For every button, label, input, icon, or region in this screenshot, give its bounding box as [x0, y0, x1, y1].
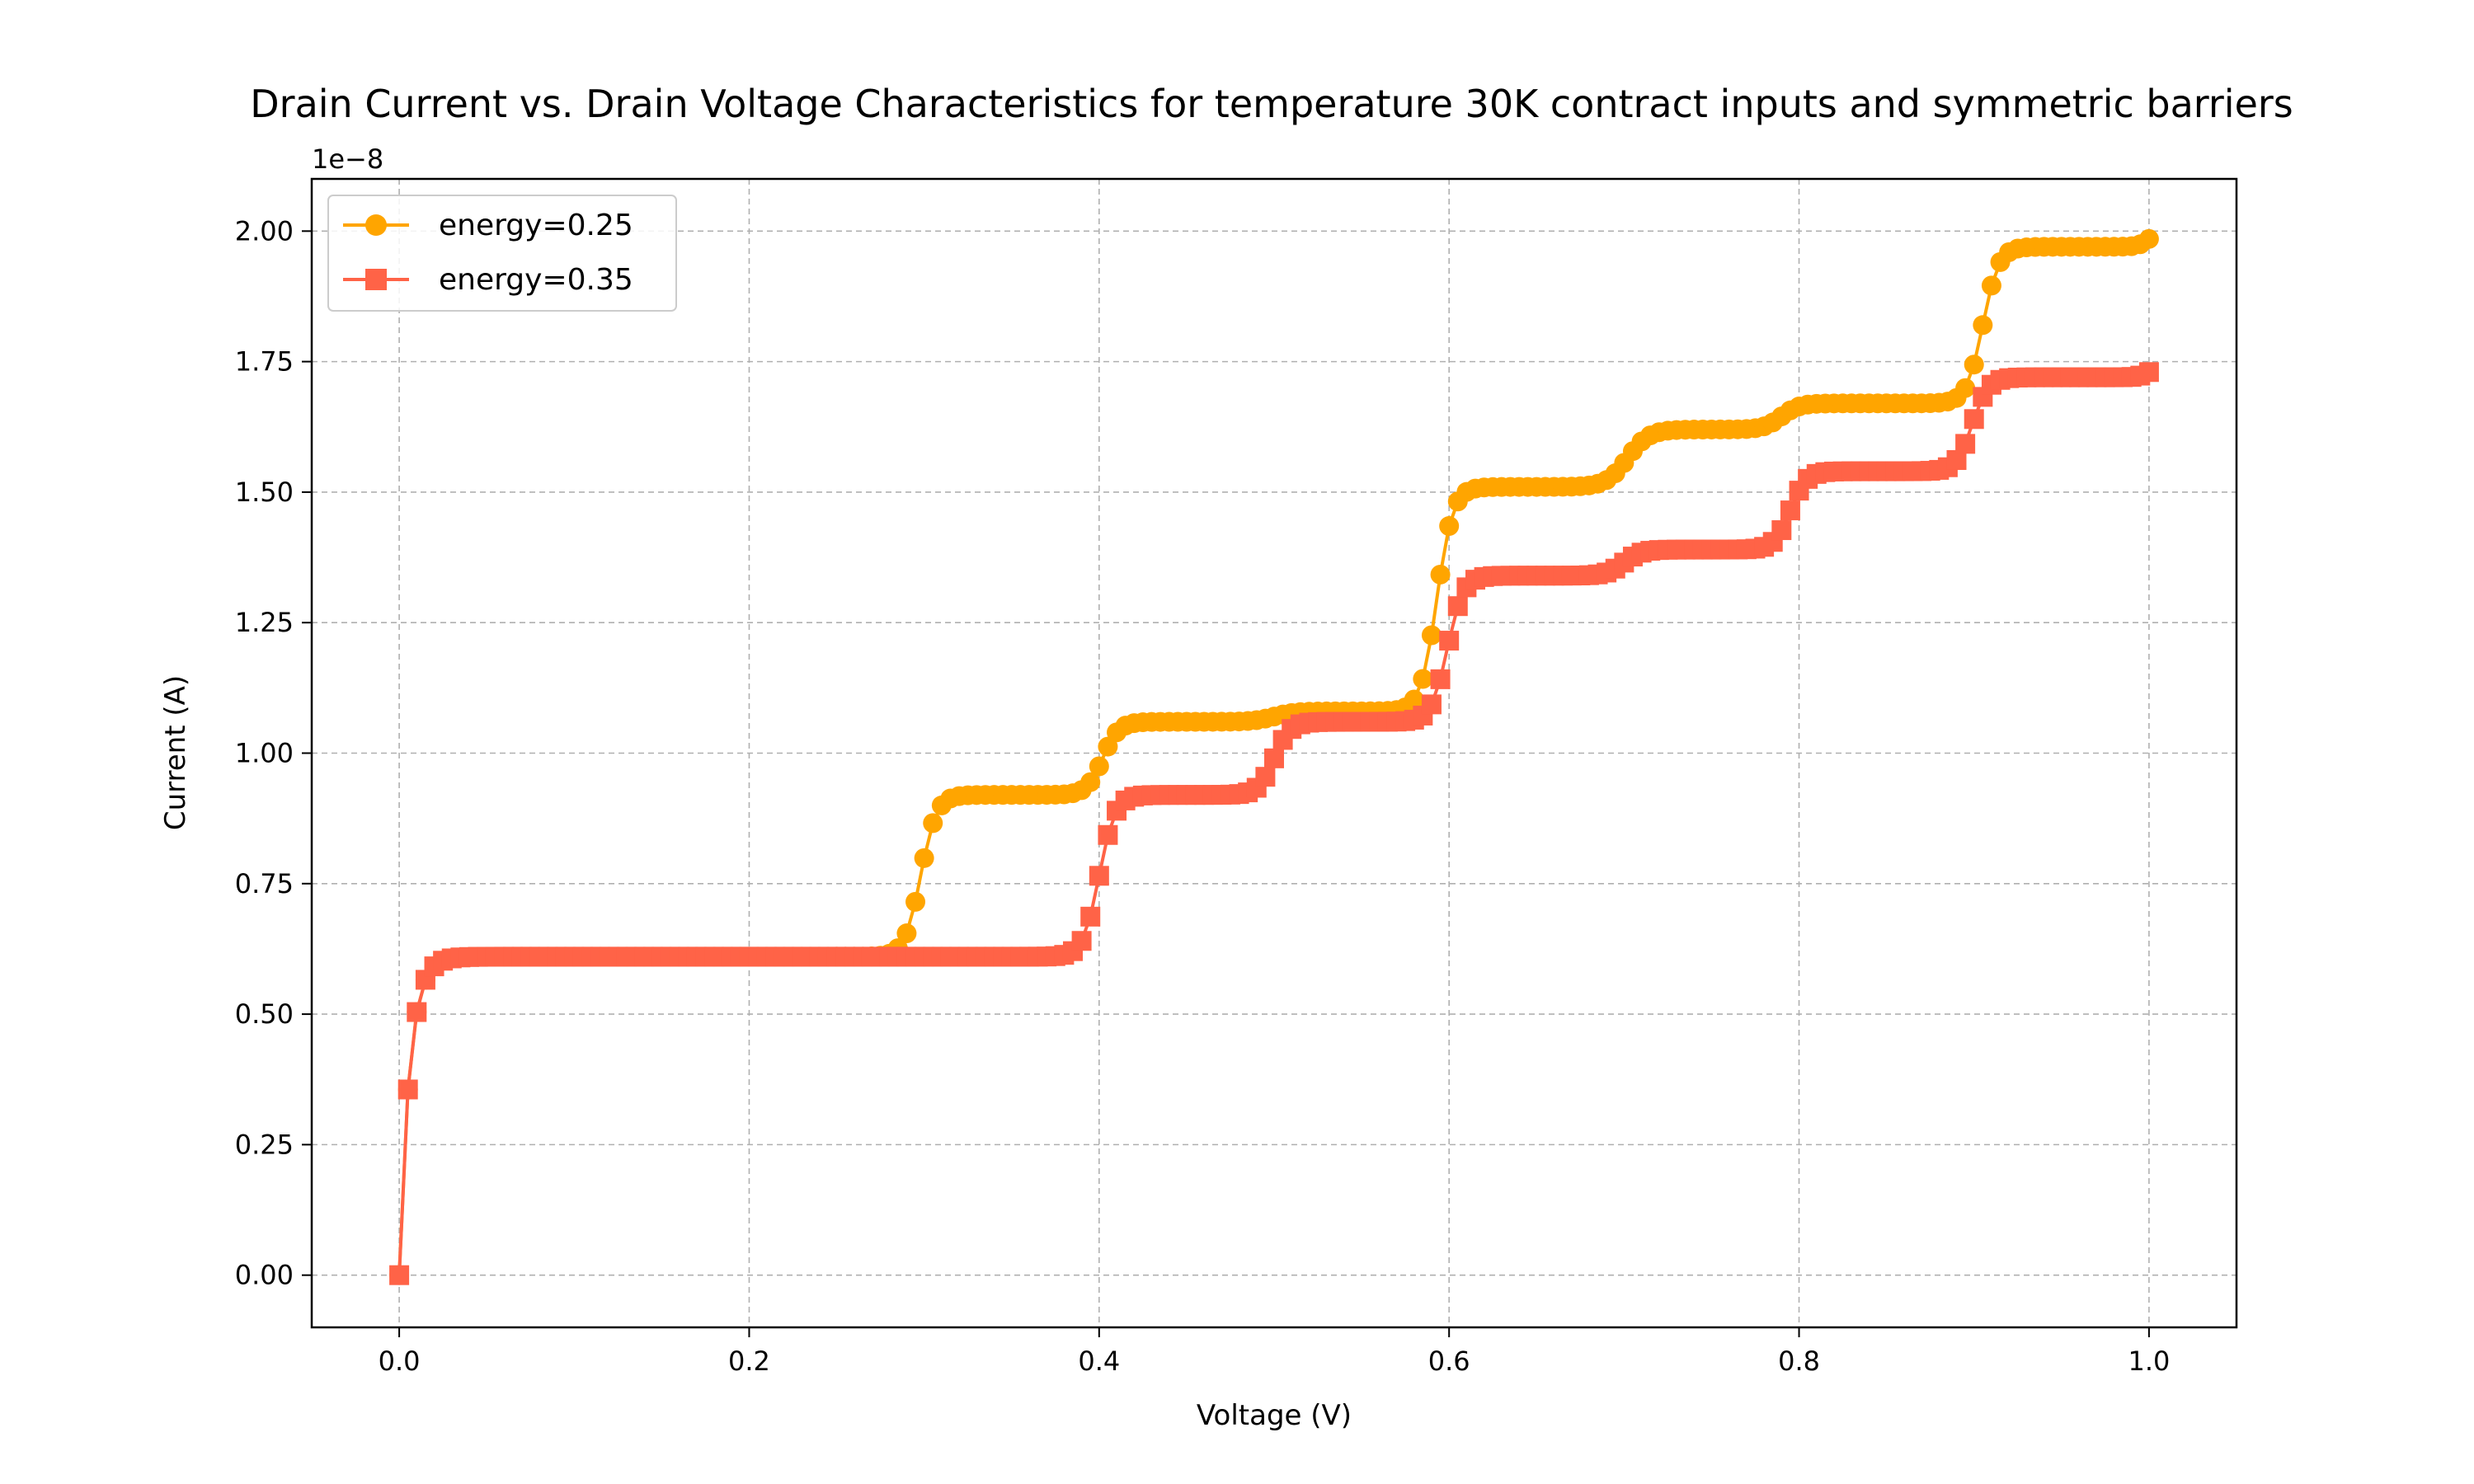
legend-marker: [365, 269, 387, 290]
data-point: [1430, 669, 1451, 689]
data-point: [1080, 906, 1101, 927]
data-point: [1089, 756, 1109, 777]
y-tick-label: 0.75: [235, 868, 294, 899]
data-point: [1255, 767, 1276, 787]
y-tick-label: 0.50: [235, 998, 294, 1030]
data-point: [1973, 315, 1993, 336]
grid-lines: [312, 179, 2236, 1327]
data-point: [1955, 378, 1976, 398]
data-point: [2138, 362, 2159, 383]
data-point: [1071, 931, 1092, 951]
y-tick-label: 1.00: [235, 738, 294, 769]
y-axis-label: Current (A): [159, 675, 192, 830]
data-point: [1098, 824, 1118, 845]
data-point: [1955, 434, 1976, 454]
y-tick-label: 1.75: [235, 346, 294, 378]
legend-label: energy=0.25: [439, 209, 633, 242]
data-point: [1098, 736, 1118, 757]
data-point: [1447, 596, 1468, 617]
x-tick-label: 0.0: [379, 1345, 421, 1377]
axis-ticks: 0.0 0.2 0.4 0.6 0.8 1.0 0.00 0.25 0.50 0.75 1.00 1.…: [235, 215, 2171, 1377]
x-tick-label: 0.4: [1078, 1345, 1120, 1377]
chart-title: Drain Current vs. Drain Voltage Characte…: [250, 82, 2293, 126]
legend-marker: [365, 214, 387, 236]
y-tick-label: 1.50: [235, 477, 294, 508]
x-tick-label: 1.0: [2128, 1345, 2170, 1377]
y-tick-label: 2.00: [235, 215, 294, 247]
legend-box: [327, 195, 677, 312]
data-point: [2138, 228, 2159, 249]
data-point: [1439, 631, 1460, 651]
x-tick-label: 0.6: [1428, 1345, 1470, 1377]
y-tick-label: 0.00: [235, 1260, 294, 1291]
series-energy=0.35: [389, 362, 2159, 1285]
data-point: [1080, 772, 1101, 792]
data-point: [914, 848, 934, 868]
data-point: [1413, 669, 1433, 689]
legend-label: energy=0.35: [439, 263, 633, 297]
data-point: [407, 1002, 427, 1022]
x-tick-label: 0.2: [728, 1345, 770, 1377]
data-point: [1981, 275, 2001, 296]
x-tick-label: 0.8: [1778, 1345, 1820, 1377]
data-point: [1430, 564, 1451, 585]
series-layer: [389, 228, 2159, 1285]
data-point: [896, 923, 917, 944]
x-axis-label: Voltage (V): [1197, 1399, 1352, 1432]
data-point: [905, 891, 926, 912]
data-point: [1780, 500, 1800, 521]
y-tick-label: 0.25: [235, 1129, 294, 1160]
data-point: [1964, 355, 1984, 375]
data-point: [1771, 520, 1792, 541]
data-point: [397, 1079, 418, 1100]
y-offset-text: 1e−8: [312, 143, 383, 175]
data-point: [389, 1265, 410, 1285]
data-point: [1089, 866, 1109, 886]
data-point: [923, 813, 943, 834]
data-point: [1421, 625, 1442, 646]
y-tick-label: 1.25: [235, 607, 294, 638]
data-point: [1439, 516, 1460, 537]
data-point: [1264, 748, 1284, 768]
data-point: [1421, 694, 1442, 715]
data-point: [1404, 689, 1424, 710]
data-point: [1964, 409, 1984, 430]
legend: energy=0.25 energy=0.35: [327, 195, 677, 312]
